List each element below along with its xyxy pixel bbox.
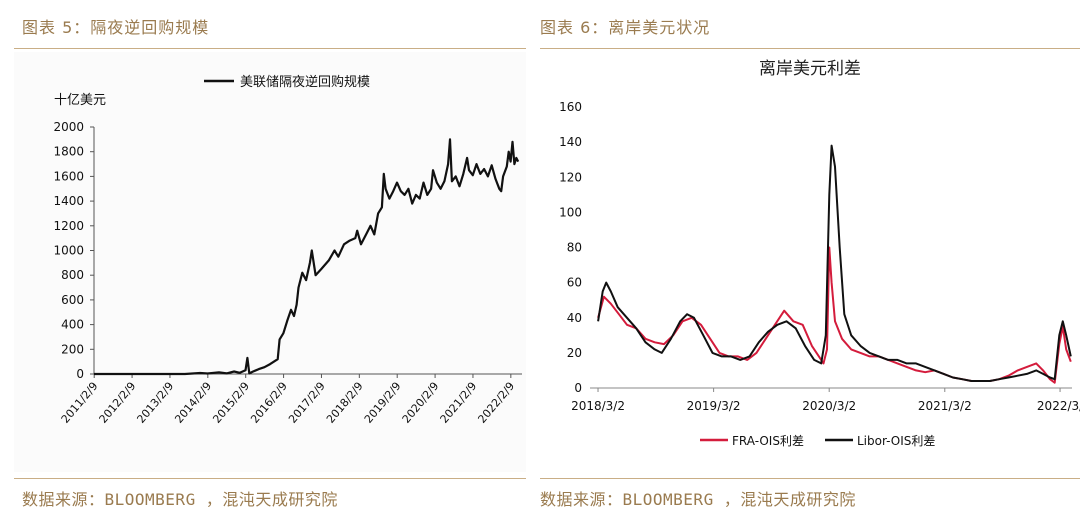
y-tick-label: 1000 [53,244,84,258]
source-rule [14,478,526,479]
y-tick-label: 0 [574,381,582,395]
legend-label: Libor-OIS利差 [857,434,935,448]
y-tick-label: 80 [567,241,582,255]
y-tick-label: 140 [559,135,582,149]
libor-ois-series-line [597,144,1072,382]
right-figure-panel: 图表 6：离岸美元状况 离岸美元利差 0 20 40 60 80 100 120 140 160 2… [540,0,1080,527]
title-rule [14,48,526,49]
source-rule [540,478,1080,479]
chart-title: 离岸美元利差 [759,59,861,79]
y-tick-label: 1400 [53,194,84,208]
title-rule [540,48,1080,49]
y-tick-label: 1600 [53,169,84,183]
figure-title: 图表 5：隔夜逆回购规模 [22,18,210,37]
y-tick-label: 200 [61,342,84,356]
y-tick-label: 2000 [53,120,84,134]
x-tick-label: 2019/3/2 [687,399,741,413]
y-axis-label: 十亿美元 [54,93,106,108]
chart-background [14,52,526,472]
y-tick-label: 60 [567,276,582,290]
y-tick-label: 1800 [53,145,84,159]
y-tick-label: 20 [567,346,582,360]
x-tick-label: 2021/3/2 [918,399,972,413]
y-tick-label: 400 [61,318,84,332]
y-tick-label: 100 [559,205,582,219]
x-tick-label: 2020/3/2 [802,399,856,413]
x-tick-label: 2018/3/2 [571,399,625,413]
y-tick-label: 120 [559,170,582,184]
source-note: 数据来源：BLOOMBERG ，混沌天成研究院 [540,490,856,509]
y-tick-label: 1200 [53,219,84,233]
figure-title: 图表 6：离岸美元状况 [540,18,711,37]
y-tick-label: 160 [559,100,582,114]
legend-label: 美联储隔夜逆回购规模 [240,74,370,90]
x-tick-label: 2022/3/ [1037,399,1080,413]
overnight-rrp-chart: 十亿美元 0 200 400 600 800 1000 1200 1400 1600 1800 200… [14,52,526,472]
y-tick-label: 0 [76,367,84,381]
source-note: 数据来源：BLOOMBERG ，混沌天成研究院 [22,490,338,509]
y-tick-label: 800 [61,268,84,282]
left-figure-panel: 图表 5：隔夜逆回购规模 十亿美元 0 200 400 600 800 1000 1200 14… [14,18,526,509]
y-tick-label: 600 [61,293,84,307]
y-tick-label: 40 [567,311,582,325]
legend-label: FRA-OIS利差 [732,434,804,448]
fra-ois-series-line [597,246,1072,384]
offshore-usd-spread-chart: 离岸美元利差 0 20 40 60 80 100 120 140 160 2018/3/2 2019/… [559,59,1080,448]
rrp-series-line [94,138,520,376]
